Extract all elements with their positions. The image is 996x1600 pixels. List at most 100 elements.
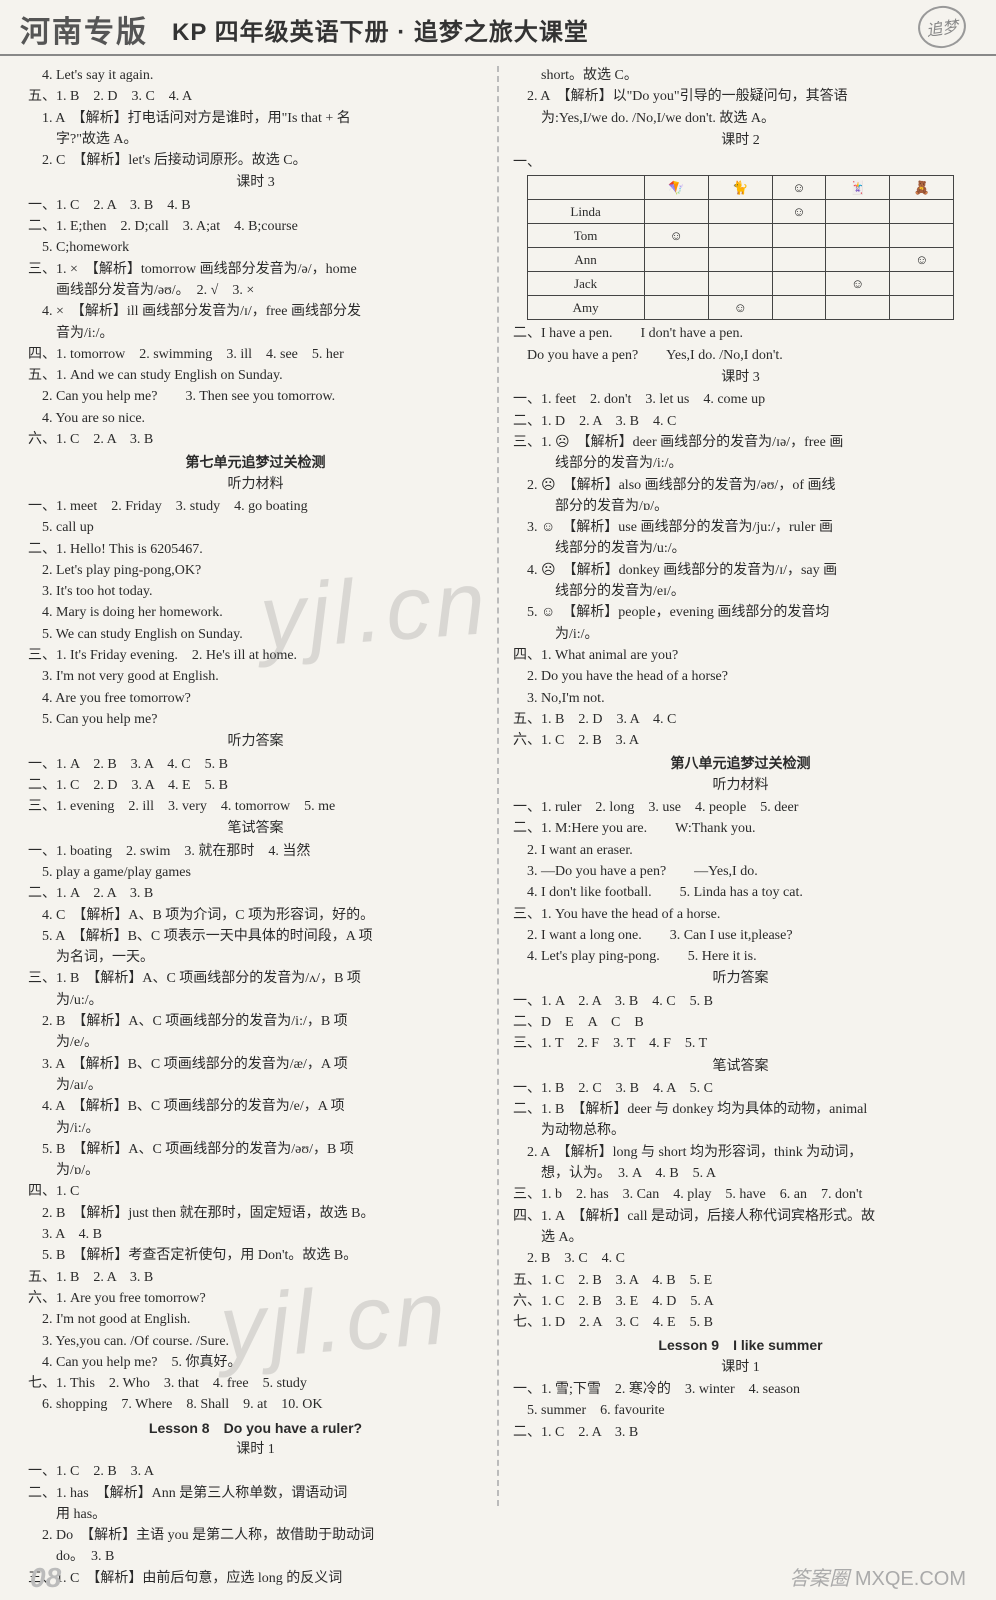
row-name: Amy — [527, 296, 644, 320]
text-line: 2. I'm not good at English. — [28, 1310, 483, 1330]
text-line: 四、1. What animal are you? — [513, 646, 968, 666]
text-line: 二、1. Hello! This is 6205467. — [28, 540, 483, 560]
cell — [644, 248, 708, 272]
text-line: 三、1. B 【解析】A、C 项画线部分的发音为/ʌ/，B 项 — [28, 969, 483, 989]
right-column: short。故选 C。 2. A 【解析】以"Do you"引导的一般疑问句，其… — [499, 66, 968, 1516]
text-line: 选 A。 — [513, 1228, 968, 1248]
text-line: 4. Mary is doing her homework. — [28, 603, 483, 623]
subheading: 笔试答案 — [513, 1057, 968, 1077]
cell — [890, 224, 954, 248]
text-line: 5. We can study English on Sunday. — [28, 625, 483, 645]
subheading: 听力材料 — [513, 776, 968, 796]
text-line: 二、1. C 2. A 3. B — [513, 1423, 968, 1443]
text-line: 3. A 4. B — [28, 1225, 483, 1245]
text-line: 2. I want an eraser. — [513, 841, 968, 861]
text-line: 2. B 【解析】A、C 项画线部分的发音为/i:/，B 项 — [28, 1012, 483, 1032]
subheading: 课时 2 — [513, 131, 968, 151]
text-line: 一、1. 雪;下雪 2. 寒冷的 3. winter 4. season — [513, 1380, 968, 1400]
text-line: 4. A 【解析】B、C 项画线部分的发音为/e/，A 项 — [28, 1097, 483, 1117]
text-line: 为动物总称。 — [513, 1121, 968, 1141]
text-line: 三、1. ☹ 【解析】deer 画线部分的发音为/ɪə/，free 画 — [513, 433, 968, 453]
text-line: 一、 — [513, 153, 968, 173]
table-row: Tom ☺ — [527, 224, 954, 248]
cell: ☺ — [890, 248, 954, 272]
text-line: 线部分的发音为/eɪ/。 — [513, 582, 968, 602]
text-line: 2. Do 【解析】主语 you 是第二人称，故借助于助动词 — [28, 1526, 483, 1546]
text-line: 六、1. C 2. B 3. E 4. D 5. A — [513, 1292, 968, 1312]
cell — [644, 200, 708, 224]
text-line: 4. Let's say it again. — [28, 66, 483, 86]
page-footer: 08 答案圈 MXQE.COM — [0, 1562, 996, 1594]
text-line: 二、1. M:Here you are. W:Thank you. — [513, 819, 968, 839]
text-line: 四、1. A 【解析】call 是动词，后接人称代词宾格形式。故 — [513, 1207, 968, 1227]
kite-icon: 🪁 — [644, 176, 708, 200]
cell: ☺ — [708, 296, 772, 320]
row-name: Linda — [527, 200, 644, 224]
text-line: 三、1. × 【解析】tomorrow 画线部分发音为/ə/，home — [28, 260, 483, 280]
subheading: 听力答案 — [28, 732, 483, 752]
text-line: 为/aɪ/。 — [28, 1076, 483, 1096]
smile-icon: ☺ — [772, 176, 825, 200]
text-line: 3. —Do you have a pen? —Yes,I do. — [513, 862, 968, 882]
text-line: 6. shopping 7. Where 8. Shall 9. at 10. … — [28, 1395, 483, 1415]
text-line: 二、I have a pen. I don't have a pen. — [513, 324, 968, 344]
text-line: 音为/i:/。 — [28, 324, 483, 344]
text-line: 2. C 【解析】let's 后接动词原形。故选 C。 — [28, 151, 483, 171]
row-name: Jack — [527, 272, 644, 296]
text-line: 用 has。 — [28, 1505, 483, 1525]
text-line: 二、1. has 【解析】Ann 是第三人称单数，谓语动词 — [28, 1484, 483, 1504]
text-line: 二、1. A 2. A 3. B — [28, 884, 483, 904]
cell — [772, 296, 825, 320]
cell — [826, 200, 890, 224]
text-line: 2. ☹ 【解析】also 画线部分的发音为/əʊ/，of 画线 — [513, 476, 968, 496]
text-line: 5. B 【解析】考查否定祈使句，用 Don't。故选 B。 — [28, 1246, 483, 1266]
text-line: 3. Yes,you can. /Of course. /Sure. — [28, 1332, 483, 1352]
book-title: KP 四年级英语下册 · 追梦之旅大课堂 — [172, 12, 589, 47]
text-line: 4. ☹ 【解析】donkey 画线部分的发音为/ɪ/，say 画 — [513, 561, 968, 581]
unit-heading: 第八单元追梦过关检测 — [513, 753, 968, 773]
text-line: 二、1. E;then 2. D;call 3. A;at 4. B;cours… — [28, 217, 483, 237]
edition-label: 河南专版 — [20, 7, 148, 51]
text-line: 一、1. B 2. C 3. B 4. A 5. C — [513, 1079, 968, 1099]
text-line: 二、1. B 【解析】deer 与 donkey 均为具体的动物，animal — [513, 1100, 968, 1120]
text-line: 3. ☺ 【解析】use 画线部分的发音为/ju:/，ruler 画 — [513, 518, 968, 538]
cell: ☺ — [826, 272, 890, 296]
table-row: Amy ☺ — [527, 296, 954, 320]
cat-icon: 🐈 — [708, 176, 772, 200]
text-line: 2. Do you have the head of a horse? — [513, 667, 968, 687]
text-line: 线部分的发音为/i:/。 — [513, 454, 968, 474]
text-line: 为名词，一天。 — [28, 948, 483, 968]
row-name: Tom — [527, 224, 644, 248]
text-line: 为/e/。 — [28, 1033, 483, 1053]
text-line: 5. ☺ 【解析】people，evening 画线部分的发音均 — [513, 603, 968, 623]
text-line: short。故选 C。 — [513, 66, 968, 86]
cell — [708, 200, 772, 224]
text-line: 部分的发音为/ɒ/。 — [513, 497, 968, 517]
cell — [644, 272, 708, 296]
text-line: 5. play a game/play games — [28, 863, 483, 883]
text-line: 4. Are you free tomorrow? — [28, 689, 483, 709]
stamp-icon: 追梦 — [915, 3, 968, 51]
cell — [772, 248, 825, 272]
text-line: 4. I don't like football. 5. Linda has a… — [513, 883, 968, 903]
text-line: 想，认为。 3. A 4. B 5. A — [513, 1164, 968, 1184]
text-line: 一、1. C 2. B 3. A — [28, 1462, 483, 1482]
text-line: 为/u:/。 — [28, 991, 483, 1011]
text-line: 五、1. B 2. A 3. B — [28, 1268, 483, 1288]
text-line: 3. A 【解析】B、C 项画线部分的发音为/æ/，A 项 — [28, 1055, 483, 1075]
text-line: 三、1. You have the head of a horse. — [513, 905, 968, 925]
text-line: 一、1. meet 2. Friday 3. study 4. go boati… — [28, 497, 483, 517]
content-columns: 4. Let's say it again. 五、1. B 2. D 3. C … — [0, 56, 996, 1516]
text-line: 为/i:/。 — [28, 1119, 483, 1139]
text-line: 二、1. D 2. A 3. B 4. C — [513, 412, 968, 432]
site-url: MXQE.COM — [855, 1568, 966, 1590]
cell — [644, 296, 708, 320]
text-line: 四、1. C — [28, 1182, 483, 1202]
subheading: 课时 3 — [513, 368, 968, 388]
answer-table: 🪁 🐈 ☺ 🃏 🧸 Linda ☺ Tom ☺ — [527, 175, 955, 320]
text-line: 5. C;homework — [28, 238, 483, 258]
text-line: 五、1. C 2. B 3. A 4. B 5. E — [513, 1271, 968, 1291]
text-line: 5. call up — [28, 518, 483, 538]
text-line: 2. A 【解析】以"Do you"引导的一般疑问句，其答语 — [513, 87, 968, 107]
cell: ☺ — [644, 224, 708, 248]
